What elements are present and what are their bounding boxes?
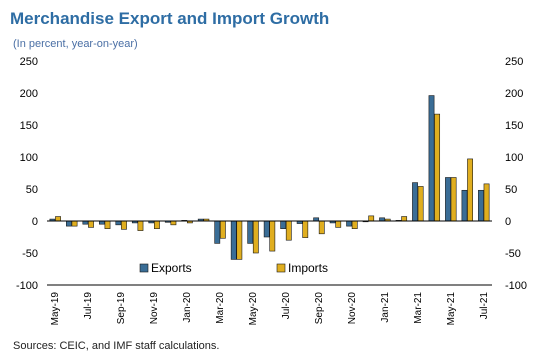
x-tick-label: Sep-19 (116, 292, 127, 325)
imports-bar (450, 177, 457, 222)
y-tick-label-left: 50 (26, 184, 38, 196)
legend-exports-label: Exports (151, 261, 192, 275)
exports-bar (230, 220, 237, 260)
exports-bar (247, 220, 254, 244)
x-tick-label: Mar-20 (215, 292, 226, 324)
exports-bar (280, 220, 287, 229)
exports-bar (445, 177, 451, 222)
y-tick-label-right: 150 (505, 120, 523, 132)
x-tick-label: May-20 (248, 292, 259, 326)
x-tick-label: Nov-19 (149, 292, 160, 325)
x-tick-label: Jul-20 (281, 292, 292, 320)
imports-bar (401, 216, 408, 222)
y-tick-label-left: 200 (20, 88, 38, 100)
y-tick-label-right: 250 (505, 56, 523, 68)
imports-bar (302, 220, 309, 238)
y-tick-label-right: -100 (505, 280, 527, 292)
y-tick-label-right: 100 (505, 152, 523, 164)
imports-bar (335, 220, 342, 228)
imports-bar (219, 220, 226, 239)
imports-bar (170, 220, 177, 226)
imports-bar (88, 220, 94, 228)
y-tick-label-right: -50 (505, 248, 521, 260)
exports-bar (461, 189, 468, 222)
y-tick-label-left: 150 (20, 120, 38, 132)
imports-bar (483, 183, 490, 222)
chart-title: Merchandise Export and Import Growth (10, 9, 330, 28)
imports-bar (121, 220, 127, 230)
x-tick-label: Mar-21 (413, 292, 424, 324)
x-tick-label: May-19 (50, 292, 61, 326)
x-tick-label: Jul-21 (479, 292, 490, 320)
imports-bar (417, 186, 424, 222)
legend-imports-label: Imports (288, 261, 328, 275)
y-tick-label-left: -100 (16, 280, 38, 292)
imports-bar (351, 220, 358, 229)
y-tick-label-left: 100 (20, 152, 38, 164)
x-tick-label: May-21 (446, 292, 457, 326)
exports-bar (412, 182, 418, 222)
x-tick-label: Sep-20 (314, 292, 325, 325)
imports-bar (434, 113, 441, 222)
x-tick-label: Jul-19 (83, 292, 94, 320)
chart-subtitle: (In percent, year-on-year) (13, 38, 138, 50)
y-tick-label-right: 50 (505, 184, 517, 196)
y-tick-label-right: 0 (505, 216, 511, 228)
y-tick-label-left: 0 (32, 216, 38, 228)
exports-bar (478, 189, 484, 222)
imports-bar (137, 220, 144, 231)
x-tick-label: Jan-20 (182, 292, 193, 323)
exports-bar (214, 220, 221, 244)
imports-bar (104, 220, 111, 229)
x-tick-label: Jan-21 (380, 292, 391, 323)
exports-bar (263, 220, 270, 238)
y-tick-label-left: -50 (22, 248, 38, 260)
imports-bar (252, 220, 259, 254)
exports-bar (346, 220, 353, 227)
imports-bar (285, 220, 292, 241)
imports-bar (368, 215, 375, 222)
exports-bar (428, 95, 435, 222)
imports-bar (55, 216, 61, 222)
legend-exports-swatch (139, 263, 149, 273)
exports-bar (115, 220, 122, 226)
imports-bar (236, 220, 243, 260)
imports-bar (269, 220, 276, 252)
imports-bar (467, 158, 473, 222)
exports-bar (66, 220, 72, 227)
imports-bar (71, 220, 78, 227)
y-tick-label-right: 200 (505, 88, 523, 100)
legend-imports-swatch (276, 263, 286, 273)
x-tick-label: Nov-20 (347, 292, 358, 325)
y-tick-label-left: 250 (20, 56, 38, 68)
imports-bar (318, 220, 325, 235)
imports-bar (154, 220, 160, 229)
source-note: Sources: CEIC, and IMF staff calculation… (13, 340, 220, 352)
